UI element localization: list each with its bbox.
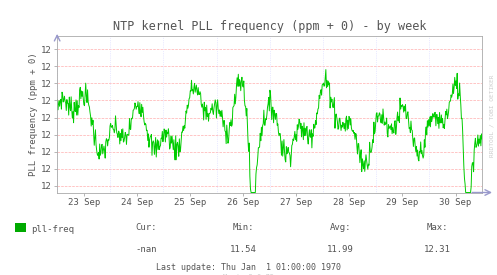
Text: Last update: Thu Jan  1 01:00:00 1970: Last update: Thu Jan 1 01:00:00 1970 [156,263,341,272]
Text: -nan: -nan [136,245,158,254]
Text: pll-freq: pll-freq [31,226,74,235]
Text: Min:: Min: [233,223,254,232]
Title: NTP kernel PLL frequency (ppm + 0) - by week: NTP kernel PLL frequency (ppm + 0) - by … [113,20,426,33]
Text: 11.99: 11.99 [327,245,354,254]
Text: Munin 2.0.75: Munin 2.0.75 [223,274,274,275]
Text: RRDTOOL / TOBI OETIKER: RRDTOOL / TOBI OETIKER [490,74,495,157]
Text: Max:: Max: [426,223,448,232]
Text: Cur:: Cur: [136,223,158,232]
Text: 12.31: 12.31 [424,245,451,254]
Text: 11.54: 11.54 [230,245,257,254]
Y-axis label: PLL frequency (ppm + 0): PLL frequency (ppm + 0) [29,52,38,176]
Text: Avg:: Avg: [330,223,351,232]
